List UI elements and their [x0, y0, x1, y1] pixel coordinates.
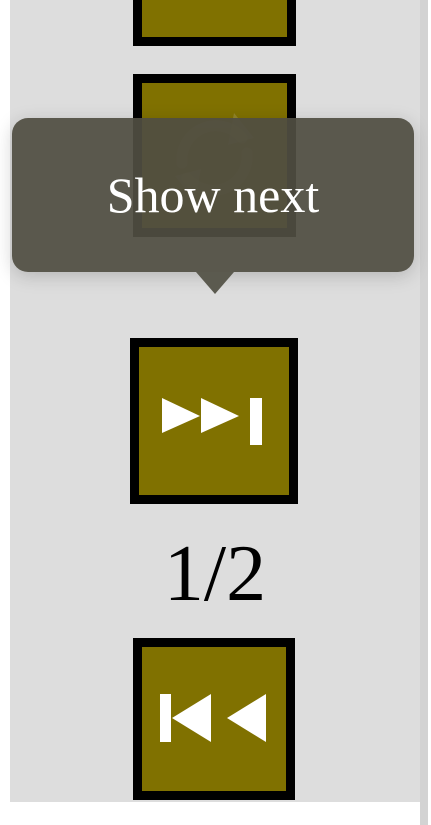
top-button[interactable] [133, 0, 296, 46]
show-first-button[interactable] [133, 638, 295, 800]
tooltip: Show next [12, 118, 414, 272]
tooltip-text: Show next [106, 167, 320, 223]
show-next-button[interactable] [130, 338, 298, 504]
skip-to-last-icon [162, 398, 262, 445]
tooltip-arrow [196, 272, 234, 294]
scrollbar-track[interactable] [420, 0, 428, 825]
page-counter: 1/2 [163, 530, 267, 618]
skip-to-first-icon [160, 694, 266, 742]
